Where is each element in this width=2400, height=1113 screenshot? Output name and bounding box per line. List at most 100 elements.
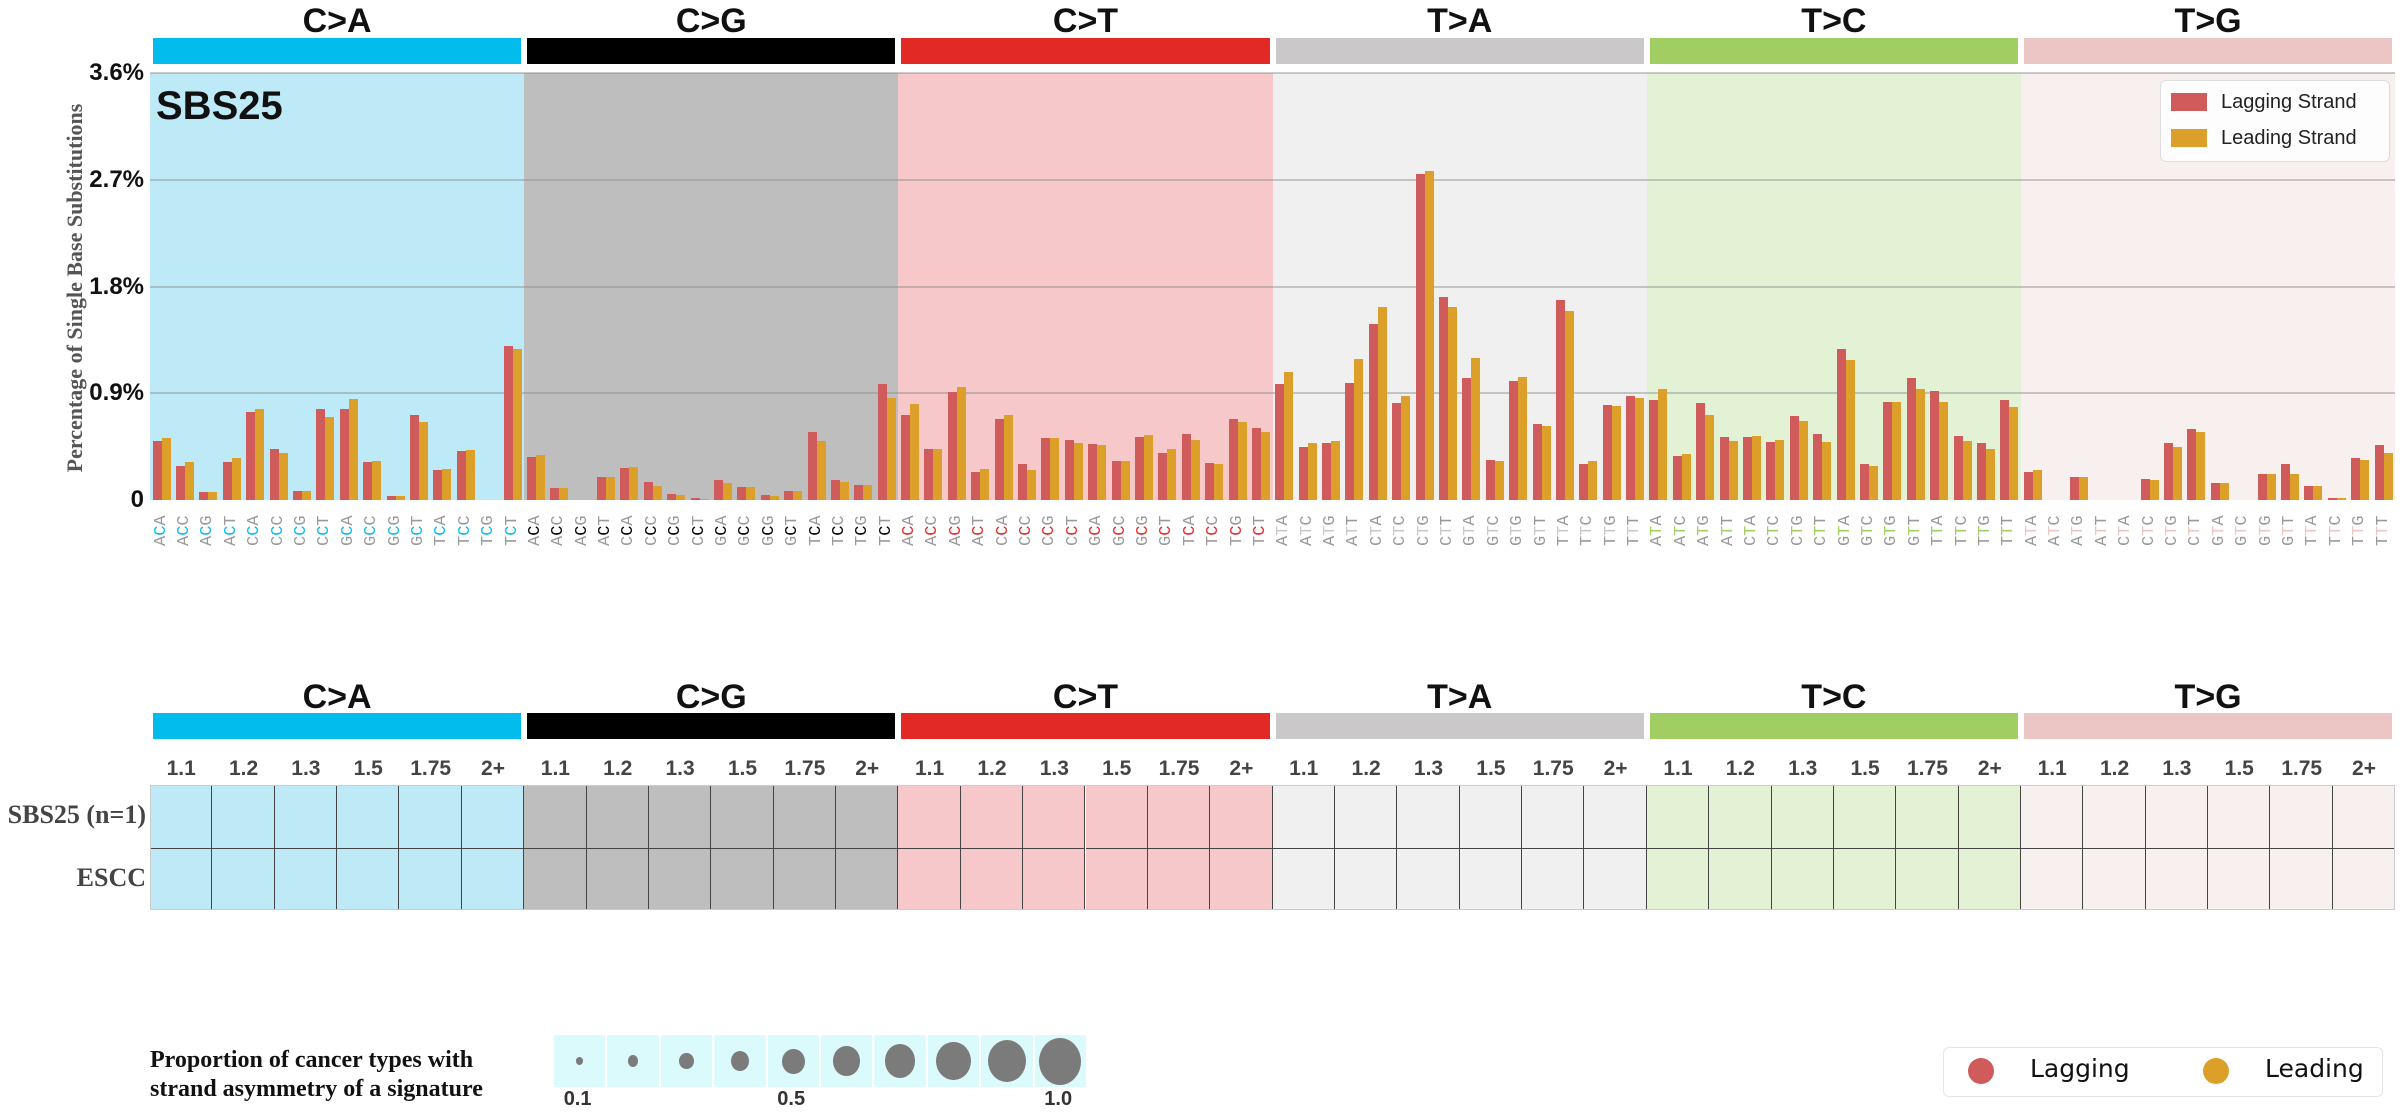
asymmetry-cell [1272, 785, 1335, 848]
leading-bar-ATG [1705, 414, 1715, 500]
x-tick-label: GCG [759, 515, 779, 546]
lagging-bar-ATC [1298, 446, 1308, 500]
leading-bar-ACG [956, 387, 966, 500]
panel-background [524, 73, 899, 500]
x-tick-label: CCA [245, 515, 265, 546]
threshold-label: 2+ [1977, 757, 2002, 780]
asymmetry-cell [399, 847, 462, 910]
legend-entry: Leading Strand [2171, 123, 2379, 153]
leading-bar-GCT [793, 490, 803, 500]
x-tick-label: ACG [946, 515, 966, 546]
leading-bar-ATG [1331, 440, 1341, 500]
x-tick-label: TTT [1999, 515, 2019, 546]
asymmetry-cell [1896, 785, 1959, 848]
leading-bar-ACT [980, 469, 990, 500]
asymmetry-cell [711, 785, 774, 848]
leading-bar-GTT [2289, 473, 2299, 500]
leading-bar-ATA [1284, 371, 1294, 500]
x-tick-label: TTT [2373, 515, 2393, 546]
x-tick-label: CTA [1742, 515, 1762, 546]
x-tick-label: CTT [1812, 515, 1832, 546]
threshold-label: 1.1 [1289, 757, 1319, 780]
threshold-label: 1.3 [1788, 757, 1818, 780]
x-tick-label: GTT [1531, 515, 1551, 546]
x-tick-label: GTA [1461, 515, 1481, 546]
lagging-bar-GCA [1088, 444, 1098, 500]
asymmetry-cell [1646, 847, 1710, 910]
x-tick-label: CCC [1017, 515, 1037, 546]
x-tick-label: TCC [455, 515, 475, 546]
lagging-bar-ATA [2023, 471, 2033, 500]
lagging-bar-GCG [1134, 437, 1144, 500]
lagging-bar-TCA [1181, 433, 1191, 500]
asymmetry-cell [2208, 785, 2271, 848]
asymmetry-cell [2270, 785, 2333, 848]
asymmetry-cell [274, 785, 338, 848]
lagging-bar-GTG [1509, 381, 1519, 500]
leading-bar-ATA [2032, 470, 2042, 500]
leading-bar-CCT [325, 416, 335, 500]
x-tick-label: TTA [2303, 515, 2323, 546]
asymmetry-cell [399, 785, 462, 848]
x-tick-label: GCT [1157, 515, 1177, 546]
leading-dot [2203, 1058, 2229, 1084]
x-tick-label: GTG [1882, 515, 1902, 546]
lagging-bar-CTT [1439, 297, 1448, 500]
threshold-label: 1.2 [1725, 757, 1755, 780]
lagging-bar-GTT [2280, 464, 2290, 500]
x-tick-label: TTG [1601, 515, 1621, 546]
lagging-bar-TTA [1930, 390, 1940, 500]
leading-bar-CTC [1401, 395, 1411, 500]
leading-bar-TTC [1962, 440, 1972, 500]
gridline [150, 285, 2396, 288]
asymmetry-cell [1334, 847, 1398, 910]
asymmetry-cell [1958, 785, 2021, 848]
asymmetry-cell [960, 847, 1024, 910]
size-circle [833, 1046, 860, 1076]
x-tick-label: ACA [525, 515, 545, 546]
leading-bar-TCT [1260, 432, 1270, 500]
lower-panel-title: T>C [1801, 678, 1867, 716]
lagging-bar-ACG [199, 491, 209, 500]
size-tick-label: 0.5 [777, 1088, 806, 1110]
threshold-label: 1.75 [1532, 757, 1574, 780]
x-tick-label: ATA [1274, 515, 1294, 546]
x-tick-label: CCT [689, 515, 709, 546]
lagging-bar-GTC [1485, 459, 1495, 500]
leading-bar-CCA [255, 408, 265, 500]
x-tick-label: CTC [1391, 515, 1411, 546]
x-tick-label: GCA [1087, 515, 1107, 546]
asymmetry-cell [1023, 847, 1086, 910]
lagging-bar-CCC [269, 448, 279, 500]
leading-bar-TTT [1635, 397, 1645, 500]
threshold-label: 1.5 [727, 757, 758, 780]
asymmetry-cell [1771, 785, 1834, 848]
asymmetry-cell [711, 847, 774, 910]
lagging-bar-GTA [2210, 483, 2220, 500]
x-tick-label: CCA [993, 515, 1013, 546]
lagging-bar-CCT [690, 497, 700, 500]
leading-bar-TTT [2383, 452, 2393, 500]
lagging-bar-CTG [2164, 443, 2174, 500]
leading-bar-ATT [1728, 440, 1738, 500]
size-circle [884, 1044, 916, 1078]
lower-panel-color-bar [153, 713, 522, 739]
panel-title: T>C [1801, 2, 1867, 40]
leading-bar-CTC [2149, 479, 2159, 500]
threshold-label: 1.75 [784, 757, 826, 780]
asymmetry-cell [337, 847, 400, 910]
lagging-bar-GTT [1532, 424, 1542, 500]
lagging-bar-GCC [1111, 460, 1121, 500]
threshold-label: 2+ [855, 757, 880, 780]
lagging-bar-TTG [1602, 405, 1612, 500]
asymmetry-cell [1272, 847, 1335, 910]
x-tick-label: CTG [1414, 515, 1434, 546]
asymmetry-cell [1896, 847, 1959, 910]
size-legend-title-1: Proportion of cancer types with [150, 1047, 474, 1073]
lagging-bar-TTG [1976, 443, 1986, 500]
lagging-bar-ACC [924, 448, 934, 500]
leading-bar-GCT [1167, 448, 1177, 500]
lagging-bar-CTT [2187, 428, 2197, 500]
leading-bar-TTA [1564, 311, 1574, 500]
asymmetry-cell [898, 785, 961, 848]
